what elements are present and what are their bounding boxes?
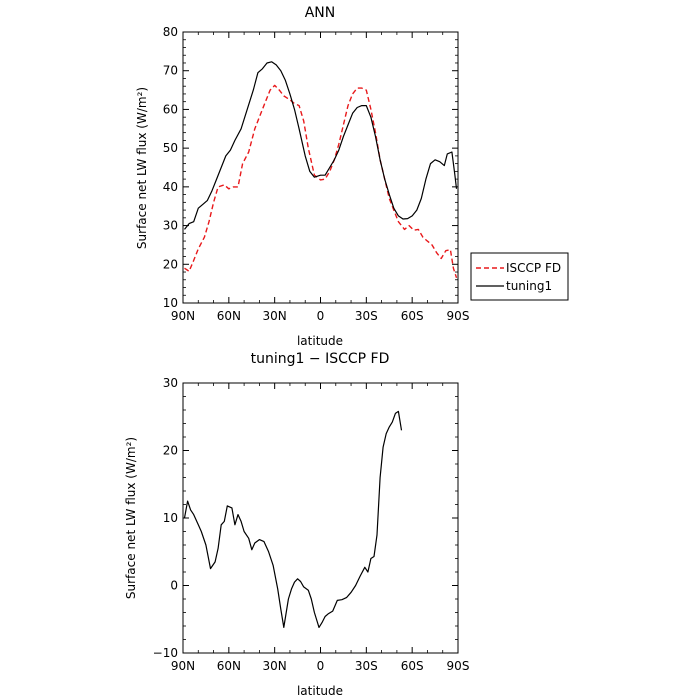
top-axis-ticks bbox=[182, 31, 459, 304]
top-series-line-isccp-fd bbox=[184, 84, 458, 279]
bottom-y-tick-label: 20 bbox=[163, 444, 178, 458]
top-x-tick-label: 0 bbox=[317, 309, 325, 323]
top-series-lines bbox=[184, 61, 458, 279]
legend-label-tuning1: tuning1 bbox=[506, 279, 552, 293]
top-x-tick-label: 90S bbox=[447, 309, 470, 323]
bottom-axis-ticks bbox=[182, 382, 459, 654]
bottom-x-tick-label: 30S bbox=[355, 659, 378, 673]
bottom-x-tick-label: 90S bbox=[447, 659, 470, 673]
top-y-axis-label: Surface net LW flux (W/m²) bbox=[135, 87, 149, 249]
bottom-y-tick-labels: −10 0 10 20 30 bbox=[153, 376, 178, 660]
top-y-tick-label: 50 bbox=[163, 141, 178, 155]
top-y-tick-label: 10 bbox=[163, 296, 178, 310]
bottom-x-tick-label: 90N bbox=[171, 659, 195, 673]
top-x-tick-labels: 90N 60N 30N 0 30S 60S 90S bbox=[171, 309, 470, 323]
bottom-chart-title: tuning1 − ISCCP FD bbox=[251, 351, 390, 367]
bottom-y-tick-label: −10 bbox=[153, 646, 178, 660]
bottom-series-lines bbox=[183, 410, 403, 629]
top-series-line-tuning1 bbox=[184, 61, 458, 230]
top-x-tick-label: 30S bbox=[355, 309, 378, 323]
top-y-tick-label: 80 bbox=[163, 25, 178, 39]
bottom-series-line-series-0 bbox=[183, 410, 403, 629]
bottom-x-tick-label: 60S bbox=[401, 659, 424, 673]
top-y-tick-label: 60 bbox=[163, 102, 178, 116]
top-x-tick-label: 30N bbox=[263, 309, 287, 323]
bottom-x-tick-label: 60N bbox=[217, 659, 241, 673]
bottom-y-axis-label: Surface net LW flux (W/m²) bbox=[124, 437, 138, 599]
top-y-tick-label: 20 bbox=[163, 257, 178, 271]
top-plot-frame bbox=[182, 31, 459, 304]
legend-box bbox=[470, 252, 569, 301]
bottom-x-tick-label: 30N bbox=[263, 659, 287, 673]
top-x-tick-label: 60N bbox=[217, 309, 241, 323]
legend: ISCCP FD tuning1 bbox=[470, 252, 569, 301]
top-chart-title: ANN bbox=[305, 5, 336, 21]
top-x-tick-label: 90N bbox=[171, 309, 195, 323]
top-x-axis-label: latitude bbox=[297, 334, 343, 348]
bottom-x-tick-labels: 90N 60N 30N 0 30S 60S 90S bbox=[171, 659, 470, 673]
bottom-panel: tuning1 − ISCCP FD −10 0 10 20 30 90N 60N 30N 0… bbox=[124, 351, 469, 698]
bottom-y-tick-label: 10 bbox=[163, 511, 178, 525]
legend-label-isccp: ISCCP FD bbox=[506, 261, 561, 275]
bottom-y-tick-label: 0 bbox=[170, 579, 178, 593]
top-y-tick-label: 30 bbox=[163, 219, 178, 233]
top-y-tick-label: 40 bbox=[163, 180, 178, 194]
bottom-plot-frame bbox=[182, 382, 459, 654]
top-y-tick-label: 70 bbox=[163, 64, 178, 78]
bottom-y-tick-label: 30 bbox=[163, 376, 178, 390]
bottom-x-axis-label: latitude bbox=[297, 684, 343, 698]
top-x-tick-label: 60S bbox=[401, 309, 424, 323]
bottom-x-tick-label: 0 bbox=[317, 659, 325, 673]
top-y-tick-labels: 10 20 30 40 50 60 70 80 bbox=[163, 25, 178, 310]
top-panel: ANN 10 20 30 40 50 60 70 80 90N 60N 30N 0 30S 60S 90S… bbox=[135, 5, 569, 348]
